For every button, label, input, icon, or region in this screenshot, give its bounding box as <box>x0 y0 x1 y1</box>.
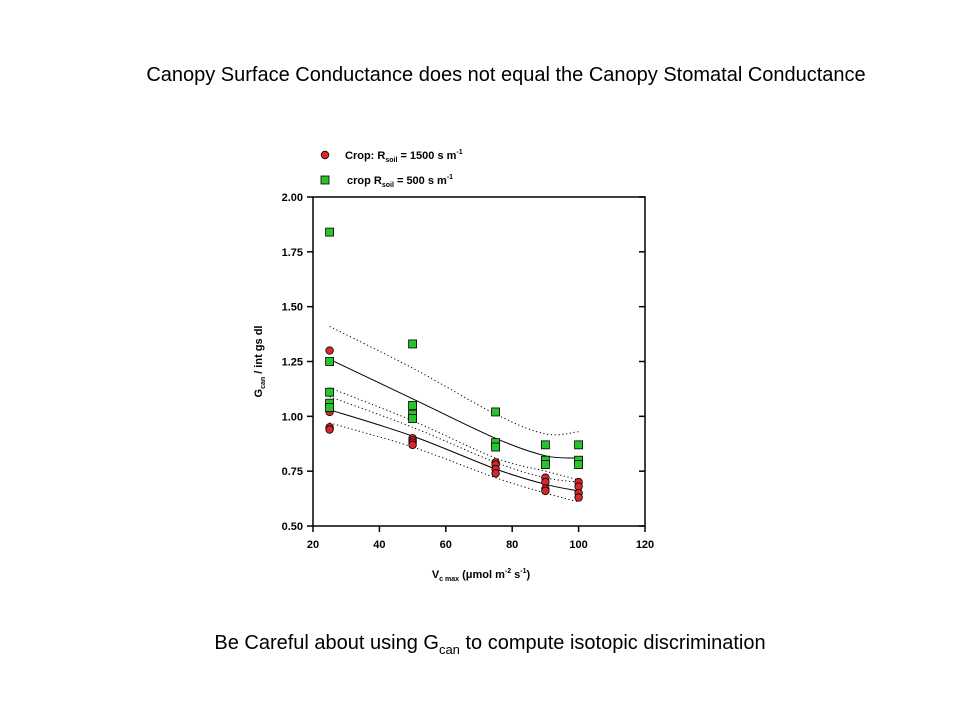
y-tick-label: 1.75 <box>282 247 303 259</box>
slide-footer: Be Careful about using Gcan to compute i… <box>214 632 766 657</box>
x-tick-label: 60 <box>440 539 452 551</box>
x-tick-label: 40 <box>373 539 385 551</box>
data-point-square <box>541 440 550 450</box>
data-point-square <box>491 407 501 417</box>
data-point-circle <box>325 425 334 434</box>
data-point-square <box>325 387 335 397</box>
x-tick-label: 100 <box>569 539 587 551</box>
data-point-circle <box>408 440 417 450</box>
data-point-square <box>325 227 335 237</box>
legend-marker-square <box>320 175 330 185</box>
x-tick-label: 20 <box>307 539 319 551</box>
data-point-square <box>574 440 583 450</box>
data-point-circle <box>325 346 334 355</box>
data-point-square <box>408 339 418 349</box>
data-point-square <box>491 442 501 452</box>
ci-lower-line-red <box>329 422 579 503</box>
y-tick-label: 0.50 <box>282 521 303 533</box>
legend-label: Crop: Rsoil = 1500 s m-1 <box>345 149 463 164</box>
plot-frame <box>312 196 646 527</box>
data-point-square <box>408 400 418 410</box>
fit-line-red <box>329 409 579 492</box>
y-tick-label: 0.75 <box>282 466 303 478</box>
data-point-square <box>408 414 418 423</box>
data-point-square <box>325 403 335 412</box>
data-point-square <box>574 460 583 469</box>
data-point-square <box>325 357 335 366</box>
data-point-square <box>541 460 550 469</box>
legend-label: crop Rsoil = 500 s m-1 <box>347 174 453 189</box>
y-axis-label: Gcan / int gs dl <box>253 326 267 398</box>
y-tick-label: 1.25 <box>282 357 303 369</box>
y-tick-label: 1.00 <box>282 411 303 423</box>
slide-title: Canopy Surface Conductance does not equa… <box>146 64 866 86</box>
x-tick-label: 120 <box>636 539 654 551</box>
ci-upper-line-red <box>329 396 579 483</box>
x-axis-label: Vc max (μmol m-2 s-1) <box>432 568 531 583</box>
y-tick-label: 2.00 <box>282 192 303 204</box>
data-point-circle <box>491 469 500 478</box>
legend-marker-circle <box>320 150 330 160</box>
fit-line-green <box>329 358 579 459</box>
data-point-circle <box>574 493 583 502</box>
x-tick-label: 80 <box>506 539 518 551</box>
y-tick-label: 1.50 <box>282 302 303 314</box>
data-point-circle <box>541 486 550 496</box>
